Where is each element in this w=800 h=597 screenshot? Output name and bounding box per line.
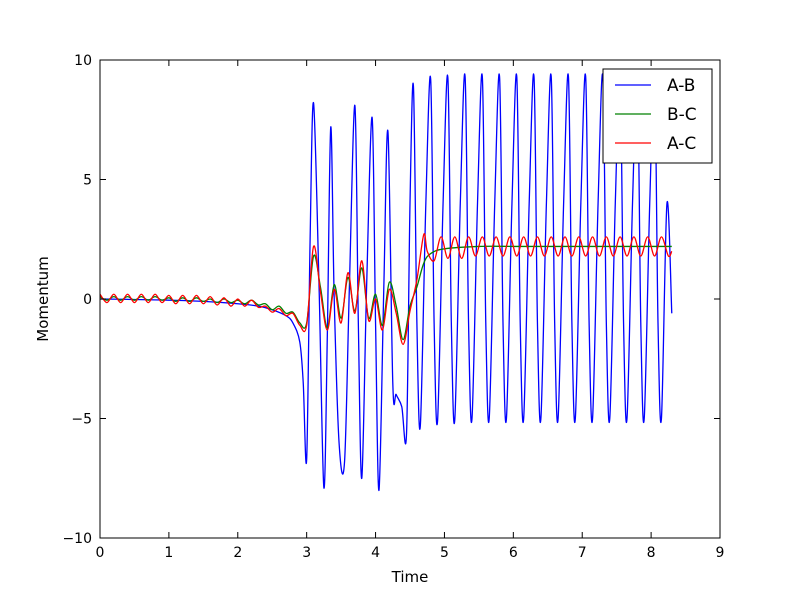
legend-label: A-B	[667, 76, 695, 96]
series-line-a-c	[99, 232, 673, 346]
y-tick-label: −5	[71, 412, 92, 428]
x-axis-label: Time	[391, 568, 429, 586]
y-tick-label: 0	[83, 292, 92, 308]
x-tick-label: 0	[96, 545, 105, 561]
y-tick-label: 10	[74, 53, 92, 69]
x-tick-label: 3	[302, 545, 311, 561]
y-tick-label: 5	[83, 173, 92, 189]
x-tick-label: 6	[509, 545, 518, 561]
y-axis-label: Momentum	[34, 256, 52, 341]
x-tick-label: 1	[164, 545, 173, 561]
y-tick-label: −10	[62, 531, 92, 547]
x-tick-label: 7	[578, 545, 587, 561]
x-tick-label: 8	[647, 545, 656, 561]
x-tick-label: 4	[371, 545, 380, 561]
legend-label: B-C	[667, 105, 697, 125]
legend-label: A-C	[667, 134, 696, 154]
series-layer	[99, 73, 673, 491]
x-tick-label: 5	[440, 545, 449, 561]
x-tick-label: 9	[716, 545, 725, 561]
legend: A-B B-C A-C	[602, 68, 713, 164]
ticks-layer: 0 1 2 3 4 5 6 7 8 9 −10 −5 0 5 10	[62, 53, 724, 561]
series-line-a-b	[99, 73, 673, 491]
x-tick-label: 2	[233, 545, 242, 561]
series-line-b-c	[99, 245, 672, 341]
